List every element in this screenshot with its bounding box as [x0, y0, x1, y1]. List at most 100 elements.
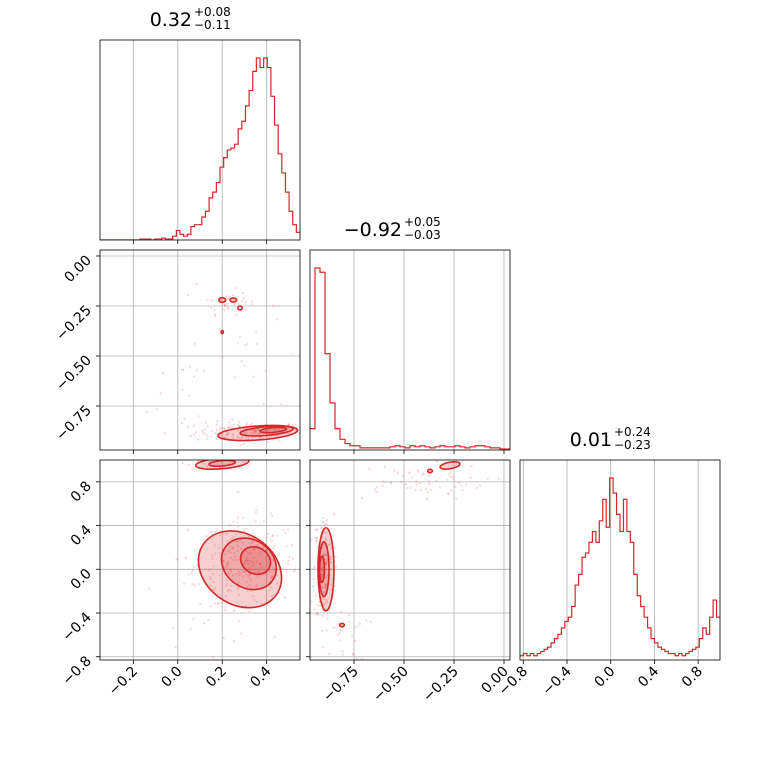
- y-tick-label: 0.00: [61, 253, 94, 286]
- sample-point: [324, 576, 327, 579]
- sample-point: [187, 573, 190, 576]
- sample-point: [197, 582, 200, 586]
- sample-point: [239, 547, 243, 550]
- sample-point: [280, 403, 283, 406]
- sample-point: [227, 588, 230, 592]
- sample-point: [323, 553, 326, 556]
- sample-point: [249, 551, 252, 555]
- panel-background: [310, 250, 510, 450]
- sample-point: [242, 516, 245, 519]
- sample-point: [237, 582, 240, 585]
- sample-point: [486, 477, 489, 480]
- sample-point: [248, 610, 251, 614]
- contour-level: [439, 460, 461, 470]
- sample-point: [324, 602, 327, 605]
- y-tick-label: 0.4: [68, 522, 95, 549]
- sample-point: [247, 436, 250, 439]
- sample-point: [246, 560, 249, 563]
- sample-point: [461, 489, 464, 492]
- sample-point: [256, 575, 259, 578]
- sample-point: [312, 567, 315, 570]
- sample-point: [368, 467, 371, 470]
- sample-point: [314, 613, 317, 616]
- sample-point: [446, 478, 449, 481]
- sample-point: [298, 432, 300, 435]
- sample-point: [263, 429, 266, 432]
- sample-point: [232, 423, 235, 426]
- sample-point: [231, 436, 235, 440]
- sample-point: [404, 483, 408, 486]
- sample-point: [330, 561, 333, 564]
- sample-point: [206, 465, 209, 468]
- sample-point: [322, 520, 325, 524]
- sample-point: [475, 486, 479, 489]
- sample-point: [265, 537, 268, 540]
- sample-point: [232, 535, 235, 538]
- sample-point: [317, 614, 320, 617]
- sample-point: [242, 297, 245, 300]
- sample-point: [478, 484, 482, 487]
- sample-point: [272, 566, 275, 569]
- sample-point: [314, 536, 317, 540]
- sample-point: [255, 584, 258, 587]
- sample-point: [224, 584, 227, 588]
- sample-point: [227, 425, 230, 428]
- sample-point: [210, 530, 213, 533]
- sample-point: [334, 565, 338, 568]
- sample-point: [197, 415, 200, 418]
- sample-point: [222, 560, 225, 563]
- sample-point: [286, 562, 290, 566]
- sample-point: [429, 488, 432, 492]
- sample-point: [417, 470, 420, 473]
- sample-point: [226, 561, 230, 564]
- sample-point: [223, 303, 226, 307]
- sample-point: [211, 557, 214, 560]
- sample-point: [291, 423, 294, 426]
- sample-point: [415, 480, 418, 483]
- sample-point: [329, 574, 332, 577]
- sample-point: [181, 388, 184, 391]
- sample-point: [321, 629, 324, 632]
- contour-level: [218, 296, 227, 304]
- sample-point: [255, 600, 258, 603]
- sample-point: [159, 392, 162, 395]
- sample-point: [174, 646, 177, 649]
- sample-point: [323, 586, 326, 589]
- sample-point: [321, 569, 325, 572]
- sample-point: [214, 313, 217, 316]
- sample-point: [272, 304, 275, 307]
- title-value: 0.32: [150, 9, 192, 31]
- sample-point: [390, 481, 393, 484]
- sample-point: [312, 584, 315, 587]
- sample-point: [223, 308, 226, 311]
- sample-point: [236, 587, 240, 590]
- sample-point: [326, 617, 329, 620]
- sample-point: [236, 549, 239, 552]
- sample-point: [307, 548, 309, 550]
- sample-point: [276, 318, 279, 321]
- sample-point: [240, 437, 243, 440]
- sample-point: [325, 523, 328, 526]
- sample-point: [177, 557, 180, 560]
- sample-point: [460, 484, 463, 487]
- sample-point: [252, 556, 255, 559]
- sample-point: [241, 299, 244, 303]
- sample-point: [325, 560, 328, 563]
- sample-point: [229, 568, 232, 571]
- contours: [194, 460, 283, 609]
- sample-point: [271, 534, 275, 537]
- sample-point: [262, 546, 265, 549]
- sample-point: [421, 474, 424, 477]
- sample-point: [206, 437, 209, 441]
- sample-point: [414, 489, 417, 492]
- sample-point: [191, 569, 194, 572]
- sample-point: [245, 457, 247, 459]
- sample-point: [203, 428, 206, 431]
- sample-point: [247, 562, 250, 566]
- sample-point: [294, 568, 297, 571]
- sample-point: [236, 437, 239, 440]
- sample-point: [216, 462, 219, 465]
- sample-point: [427, 480, 430, 483]
- sample-point: [220, 434, 223, 438]
- sample-point: [195, 283, 198, 286]
